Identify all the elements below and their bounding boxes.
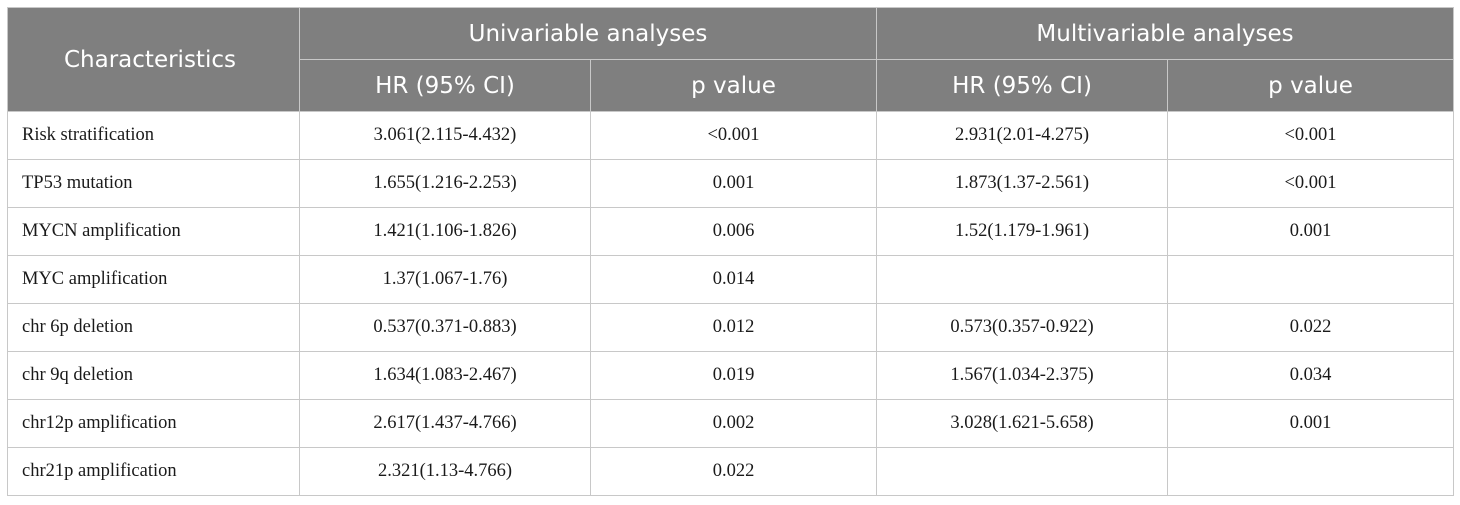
uni-hr-header: HR (95% CI)	[299, 59, 591, 112]
characteristic-cell: chr21p amplification	[7, 447, 300, 496]
table-row: chr21p amplification 2.321(1.13-4.766) 0…	[7, 447, 1455, 496]
header-group-row: Characteristics Univariable analyses Mul…	[7, 7, 1455, 112]
table-body: Risk stratification 3.061(2.115-4.432) <…	[7, 111, 1455, 496]
table-row: Risk stratification 3.061(2.115-4.432) <…	[7, 111, 1455, 160]
characteristics-header: Characteristics	[7, 7, 300, 112]
uni-p-cell: 0.006	[589, 207, 878, 256]
multi-hr-cell: 1.52(1.179-1.961)	[876, 207, 1169, 256]
uni-hr-cell: 1.634(1.083-2.467)	[299, 351, 591, 400]
multi-hr-cell: 0.573(0.357-0.922)	[876, 303, 1169, 352]
multi-hr-header: HR (95% CI)	[876, 59, 1169, 112]
uni-p-cell: 0.001	[589, 159, 878, 208]
multi-p-cell: <0.001	[1167, 111, 1455, 160]
characteristic-cell: chr 9q deletion	[7, 351, 300, 400]
uni-p-cell: 0.022	[589, 447, 878, 496]
uni-p-cell: 0.019	[589, 351, 878, 400]
uni-hr-cell: 2.321(1.13-4.766)	[299, 447, 591, 496]
uni-p-cell: <0.001	[589, 111, 878, 160]
multi-hr-cell: 3.028(1.621-5.658)	[876, 399, 1169, 448]
uni-hr-cell: 1.421(1.106-1.826)	[299, 207, 591, 256]
univariable-header: Univariable analyses	[298, 7, 878, 60]
characteristic-cell: TP53 mutation	[7, 159, 300, 208]
characteristic-cell: chr12p amplification	[7, 399, 300, 448]
table-row: chr12p amplification 2.617(1.437-4.766) …	[7, 399, 1455, 448]
characteristic-cell: MYCN amplification	[7, 207, 300, 256]
multi-p-cell: 0.034	[1167, 351, 1455, 400]
uni-p-cell: 0.012	[589, 303, 878, 352]
multi-hr-cell	[876, 447, 1169, 496]
uni-hr-cell: 1.37(1.067-1.76)	[299, 255, 591, 304]
multi-hr-cell: 2.931(2.01-4.275)	[876, 111, 1169, 160]
characteristic-cell: Risk stratification	[7, 111, 300, 160]
uni-hr-cell: 2.617(1.437-4.766)	[299, 399, 591, 448]
multi-p-cell: <0.001	[1167, 159, 1455, 208]
multi-p-cell: 0.001	[1167, 207, 1455, 256]
multi-p-header: p value	[1167, 59, 1455, 112]
table-row: MYC amplification 1.37(1.067-1.76) 0.014	[7, 255, 1455, 304]
uni-p-cell: 0.014	[589, 255, 878, 304]
uni-hr-cell: 3.061(2.115-4.432)	[299, 111, 591, 160]
table-row: MYCN amplification 1.421(1.106-1.826) 0.…	[7, 207, 1455, 256]
uni-p-header: p value	[589, 59, 878, 112]
table-header: Characteristics Univariable analyses Mul…	[7, 7, 1455, 112]
multi-p-cell: 0.001	[1167, 399, 1455, 448]
multi-hr-cell: 1.873(1.37-2.561)	[876, 159, 1169, 208]
multivariable-header: Multivariable analyses	[876, 7, 1455, 60]
multi-p-cell: 0.022	[1167, 303, 1455, 352]
multi-hr-cell: 1.567(1.034-2.375)	[876, 351, 1169, 400]
table-row: TP53 mutation 1.655(1.216-2.253) 0.001 1…	[7, 159, 1455, 208]
table-row: chr 6p deletion 0.537(0.371-0.883) 0.012…	[7, 303, 1455, 352]
multi-p-cell	[1167, 447, 1455, 496]
header-sub-row: HR (95% CI) p value HR (95% CI) p value	[8, 59, 1455, 112]
characteristic-cell: chr 6p deletion	[7, 303, 300, 352]
uni-hr-cell: 1.655(1.216-2.253)	[299, 159, 591, 208]
uni-p-cell: 0.002	[589, 399, 878, 448]
table-row: chr 9q deletion 1.634(1.083-2.467) 0.019…	[7, 351, 1455, 400]
characteristic-cell: MYC amplification	[7, 255, 300, 304]
multi-hr-cell	[876, 255, 1169, 304]
uni-hr-cell: 0.537(0.371-0.883)	[299, 303, 591, 352]
multi-p-cell	[1167, 255, 1455, 304]
results-table: Characteristics Univariable analyses Mul…	[7, 7, 1455, 496]
